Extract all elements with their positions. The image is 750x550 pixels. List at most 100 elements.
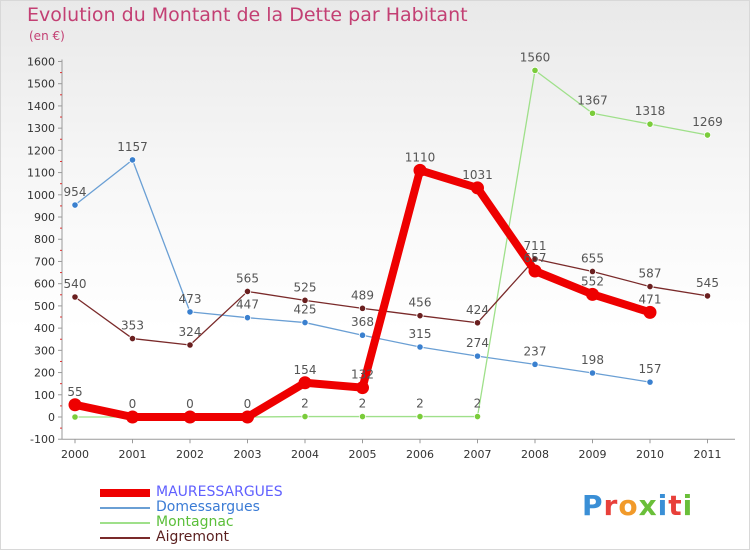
data-label: 447	[236, 298, 259, 312]
data-point	[128, 156, 137, 164]
logo-letter: r	[603, 489, 619, 522]
data-label: 587	[639, 267, 662, 281]
data-label: 1269	[692, 115, 723, 129]
y-tick-label: 1200	[27, 144, 55, 157]
data-point	[588, 267, 597, 276]
legend-label: Montagnac	[156, 514, 234, 530]
data-point	[186, 341, 194, 349]
data-point	[356, 381, 369, 395]
series-line	[74, 159, 651, 383]
data-point	[243, 287, 252, 296]
data-point	[531, 255, 539, 263]
y-tick-label: 600	[34, 278, 55, 291]
series-line	[74, 258, 709, 346]
data-label: 1110	[405, 150, 436, 164]
data-label: 711	[524, 239, 547, 253]
data-point	[301, 412, 309, 421]
data-point	[68, 398, 82, 412]
data-label: 2	[301, 397, 309, 411]
data-label: 1031	[462, 168, 493, 182]
data-label: 425	[294, 303, 317, 317]
data-label: 655	[581, 251, 604, 265]
y-tick-label: 0	[48, 411, 55, 424]
data-label: 473	[179, 292, 202, 306]
y-tick-label: 1100	[27, 167, 55, 180]
data-label: 1157	[117, 140, 148, 154]
x-tick-label: 2010	[636, 448, 664, 461]
data-label: 157	[639, 362, 662, 376]
series-aigremont: 540 353 324 565 525 489 456 424 711 655 587 545	[64, 239, 719, 349]
x-tick-label: 2001	[119, 448, 147, 461]
legend-swatch	[100, 507, 150, 509]
data-point	[128, 334, 137, 343]
data-label: 540	[64, 277, 87, 291]
data-label: 353	[121, 319, 144, 333]
data-label: 368	[351, 315, 374, 329]
data-point	[586, 287, 599, 301]
y-tick-label: 1600	[27, 55, 55, 68]
data-label: 154	[294, 363, 317, 377]
y-tick-label: -100	[30, 433, 55, 446]
data-label: 132	[351, 368, 374, 382]
logo-letter: x	[638, 489, 658, 522]
x-tick-label: 2007	[464, 448, 492, 461]
data-point	[531, 66, 539, 74]
x-tick-label: 2006	[406, 448, 434, 461]
data-label: 545	[696, 276, 719, 290]
data-point	[473, 412, 482, 421]
data-point	[528, 264, 542, 278]
data-point	[473, 352, 482, 360]
data-label: 0	[129, 397, 137, 411]
data-label: 0	[244, 397, 252, 411]
data-label: 565	[236, 271, 259, 285]
data-label: 525	[294, 280, 317, 294]
legend-label: Aigremont	[156, 529, 229, 545]
data-label: 237	[524, 344, 547, 358]
data-point	[471, 181, 484, 195]
y-tick-label: 1500	[27, 78, 55, 91]
logo-letter: o	[618, 489, 639, 522]
data-point	[416, 412, 424, 421]
data-point	[416, 343, 424, 351]
data-point	[126, 410, 139, 424]
x-tick-label: 2008	[521, 448, 549, 461]
data-label: 1318	[635, 104, 666, 118]
data-label: 1367	[577, 93, 608, 107]
data-point	[413, 163, 427, 177]
data-point	[646, 378, 654, 386]
y-tick-label: 100	[34, 389, 55, 402]
data-point	[703, 292, 712, 300]
series-line	[74, 69, 709, 418]
logo-letter: i	[657, 489, 669, 522]
data-point	[301, 296, 309, 304]
x-tick-label: 2005	[349, 448, 377, 461]
data-point	[646, 120, 654, 128]
legend-label: Domessargues	[156, 499, 260, 515]
data-label: 274	[466, 336, 489, 350]
data-label: 198	[581, 353, 604, 367]
y-tick-label: 1300	[27, 122, 55, 135]
y-tick-label: 400	[34, 322, 55, 335]
data-point	[531, 360, 539, 368]
data-label: 424	[466, 303, 489, 317]
data-point	[71, 293, 79, 301]
data-point	[243, 314, 252, 322]
logo-letter: i	[682, 489, 694, 522]
x-tick-label: 2003	[234, 448, 262, 461]
y-tick-label: 800	[34, 233, 55, 246]
series-montagnac: 2 2 2 2 1560 1367 1318 1269	[71, 50, 723, 421]
chart-subtitle: (en €)	[29, 29, 65, 43]
data-label: 2	[474, 397, 482, 411]
data-point	[241, 410, 254, 424]
data-label: 552	[581, 274, 604, 288]
data-point	[298, 376, 312, 390]
data-label: 657	[524, 251, 547, 265]
legend-swatch	[100, 537, 150, 539]
data-point	[183, 410, 197, 424]
x-tick-label: 2011	[694, 448, 722, 461]
data-point	[71, 413, 79, 421]
data-point	[643, 305, 657, 319]
y-tick-label: 200	[34, 367, 55, 380]
